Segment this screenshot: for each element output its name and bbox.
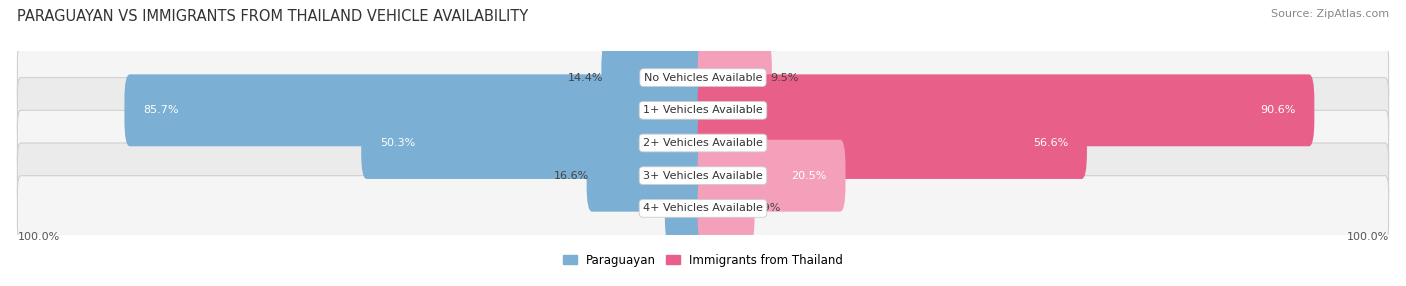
- FancyBboxPatch shape: [17, 176, 1389, 241]
- FancyBboxPatch shape: [697, 172, 755, 244]
- FancyBboxPatch shape: [17, 78, 1389, 143]
- Text: 56.6%: 56.6%: [1033, 138, 1069, 148]
- Text: 50.3%: 50.3%: [380, 138, 415, 148]
- Text: 3+ Vehicles Available: 3+ Vehicles Available: [643, 171, 763, 181]
- Text: PARAGUAYAN VS IMMIGRANTS FROM THAILAND VEHICLE AVAILABILITY: PARAGUAYAN VS IMMIGRANTS FROM THAILAND V…: [17, 9, 529, 23]
- Text: 90.6%: 90.6%: [1260, 105, 1295, 115]
- FancyBboxPatch shape: [697, 140, 845, 212]
- Text: 100.0%: 100.0%: [17, 232, 59, 242]
- FancyBboxPatch shape: [17, 143, 1389, 208]
- Text: 1+ Vehicles Available: 1+ Vehicles Available: [643, 105, 763, 115]
- FancyBboxPatch shape: [17, 110, 1389, 176]
- Text: 85.7%: 85.7%: [143, 105, 179, 115]
- FancyBboxPatch shape: [697, 42, 772, 114]
- Text: 20.5%: 20.5%: [792, 171, 827, 181]
- Text: No Vehicles Available: No Vehicles Available: [644, 73, 762, 83]
- Text: 6.9%: 6.9%: [752, 203, 780, 213]
- Text: 9.5%: 9.5%: [770, 73, 799, 83]
- Text: 16.6%: 16.6%: [554, 171, 589, 181]
- FancyBboxPatch shape: [697, 74, 1315, 146]
- FancyBboxPatch shape: [697, 107, 1087, 179]
- FancyBboxPatch shape: [17, 45, 1389, 110]
- Text: 100.0%: 100.0%: [1347, 232, 1389, 242]
- FancyBboxPatch shape: [602, 42, 709, 114]
- FancyBboxPatch shape: [586, 140, 709, 212]
- Text: 4+ Vehicles Available: 4+ Vehicles Available: [643, 203, 763, 213]
- Legend: Paraguayan, Immigrants from Thailand: Paraguayan, Immigrants from Thailand: [561, 251, 845, 269]
- Text: 4.9%: 4.9%: [638, 203, 666, 213]
- Text: 14.4%: 14.4%: [568, 73, 603, 83]
- Text: Source: ZipAtlas.com: Source: ZipAtlas.com: [1271, 9, 1389, 19]
- FancyBboxPatch shape: [361, 107, 709, 179]
- FancyBboxPatch shape: [665, 172, 709, 244]
- Text: 2+ Vehicles Available: 2+ Vehicles Available: [643, 138, 763, 148]
- FancyBboxPatch shape: [124, 74, 709, 146]
